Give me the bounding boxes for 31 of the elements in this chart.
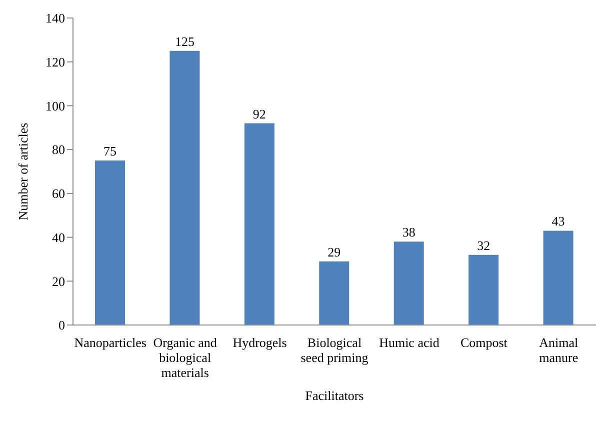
y-tick-label: 80 bbox=[52, 142, 65, 158]
data-label: 38 bbox=[402, 224, 416, 240]
x-tick-label: Organic and biological materials bbox=[153, 335, 218, 380]
x-tick-label: Compost bbox=[460, 335, 508, 350]
data-label: 29 bbox=[328, 244, 341, 260]
data-label: 32 bbox=[477, 238, 490, 253]
y-tick-label: 20 bbox=[52, 274, 65, 289]
bar bbox=[319, 261, 350, 325]
y-tick-label: 140 bbox=[46, 10, 65, 26]
x-tick-label: Biological seed priming bbox=[300, 335, 369, 365]
y-tick-label: 100 bbox=[46, 98, 65, 114]
y-tick-label: 0 bbox=[58, 318, 65, 333]
x-tick-label: Animal manure bbox=[539, 335, 579, 365]
y-tick-label: 40 bbox=[52, 230, 65, 245]
x-tick-label: Nanoparticles bbox=[74, 335, 146, 350]
data-label: 43 bbox=[552, 214, 565, 229]
data-label: 125 bbox=[174, 34, 194, 49]
bar bbox=[170, 50, 200, 325]
bar bbox=[244, 123, 274, 325]
bar bbox=[95, 160, 125, 325]
y-tick-label: 120 bbox=[46, 54, 65, 70]
data-label: 92 bbox=[252, 106, 266, 122]
y-axis-title: Number of articles bbox=[16, 122, 31, 220]
x-tick-label: Humic acid bbox=[379, 335, 440, 350]
bar bbox=[468, 254, 499, 325]
bar bbox=[394, 242, 424, 325]
x-axis-title: Facilitators bbox=[305, 388, 364, 403]
data-label: 75 bbox=[104, 144, 116, 159]
x-tick-label: Hydrogels bbox=[232, 335, 287, 350]
y-tick-label: 60 bbox=[52, 186, 65, 202]
bar bbox=[543, 230, 574, 325]
